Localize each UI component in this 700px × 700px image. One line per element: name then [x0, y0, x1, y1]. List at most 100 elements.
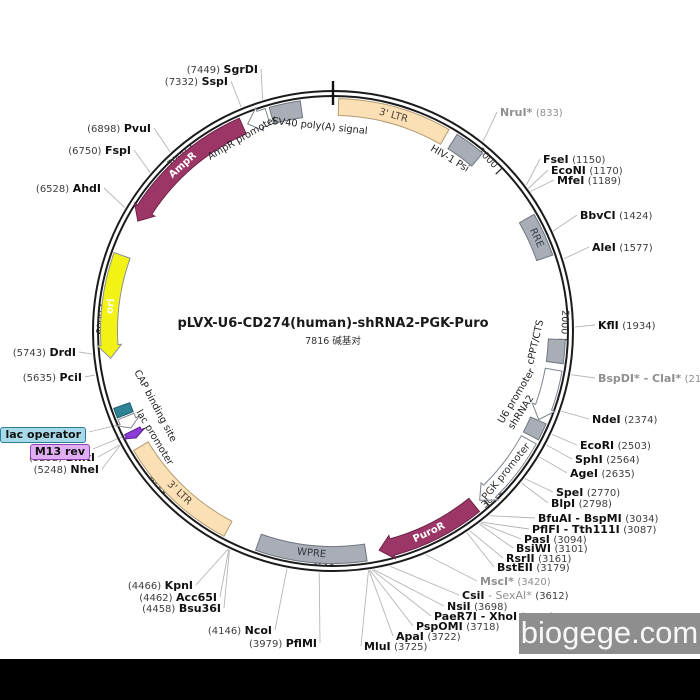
site-label-agei: AgeI (2635) [570, 467, 635, 480]
leader-pvui [153, 127, 171, 153]
leader-csii [389, 565, 460, 596]
feature-ampr [133, 117, 247, 222]
leader-bsu36i [223, 549, 230, 609]
leader-acc65i [219, 549, 230, 598]
leader-sspi [230, 80, 242, 108]
leader-blpi [521, 482, 549, 504]
leader-lac-operator [88, 423, 123, 433]
site-label-bsu36i: (4458) Bsu36I [142, 602, 221, 615]
leader-rsrii [469, 530, 504, 559]
site-label-ncoi: (4146) NcoI [207, 624, 272, 637]
leader-alei [563, 246, 590, 260]
bottom-black-bar [0, 659, 700, 700]
site-label-bsteii: BstEII (3179) [497, 561, 570, 574]
site-label-spei: SpeI (2770) [556, 486, 621, 499]
site-label-bsiwi: BsiWI (3101) [516, 542, 588, 555]
leader-paer7i-xhoi [371, 569, 432, 617]
leader-pspomi [369, 569, 414, 627]
leader-econi [528, 169, 549, 189]
site-label-pflmi: (3979) PflMI [248, 637, 317, 650]
leader-ahdi [103, 187, 126, 208]
leader-drdi [78, 351, 93, 355]
scale-tick-1000 [495, 167, 503, 175]
leader-apai [368, 570, 394, 637]
site-label-lac-operator: lac operator [0, 427, 86, 443]
site-label-sgrdi: (7449) SgrDI [186, 63, 258, 76]
leader-kfli [574, 324, 596, 328]
feature-label-ori: ori [105, 298, 118, 314]
leader-bspdi-clai [570, 374, 596, 379]
watermark: biogege.com [519, 613, 700, 654]
leader-bmti [97, 444, 120, 458]
feature-shrna2 [522, 416, 547, 441]
leader-fspi [133, 149, 151, 173]
plasmid-size: 7816 碱基对 [305, 336, 361, 347]
site-label-fsei: FseI (1150) [543, 153, 606, 166]
leader-sphi [546, 444, 573, 460]
feature-label-pgk-promoter: PGK promoter [480, 441, 533, 503]
leader-pasi [480, 522, 522, 540]
leader-bbvci [553, 214, 578, 232]
site-label-acc65i: (4462) Acc65I [139, 591, 217, 604]
feature-wpre [254, 533, 368, 564]
leader-nrui [482, 111, 498, 142]
site-label-apai: ApaI (3722) [396, 630, 461, 643]
site-label-pflfi-tth111i: PflFI - Tth111I (3087) [532, 523, 657, 536]
site-label-kpni: (4466) KpnI [127, 579, 193, 592]
feature-pgk-promoter [479, 435, 537, 501]
feature-rre [518, 213, 554, 262]
leader-mfei [530, 179, 555, 192]
site-label-pasi: PasI (3094) [524, 533, 587, 546]
site-label-econi: EcoNI (1170) [551, 164, 623, 177]
site-label-ecori: EcoRI (2503) [580, 439, 651, 452]
leader-sgrdi [260, 68, 264, 100]
leader-pcii [84, 374, 96, 378]
feature-hiv1-psi [447, 133, 484, 167]
site-label-alei: AleI (1577) [592, 241, 653, 254]
feature-ampr-promoter [247, 106, 271, 132]
leader-mlui [360, 570, 369, 647]
leader-ndei [561, 410, 590, 420]
site-label-bspdi-clai: BspDI* - ClaI* (2180) [598, 372, 700, 385]
feature-m13-rev-primer [122, 426, 145, 440]
site-label-bfuai-bspmi: BfuAI - BspMI (3034) [538, 512, 659, 525]
leader-nsii [373, 569, 445, 607]
site-label-pvui: (6898) PvuI [87, 122, 151, 135]
site-label-pspomi: PspOMI (3718) [416, 620, 500, 633]
scale-label-2000: 2000 [558, 310, 570, 335]
site-label-nsii: NsiI (3698) [447, 600, 508, 613]
feature-label-sv40-polya: SV40 poly(A) signal [272, 116, 368, 137]
site-label-kfli: KflI (1934) [598, 319, 656, 332]
site-label-nrui: NruI* (833) [500, 106, 563, 119]
site-label-mfei: MfeI (1189) [557, 174, 622, 187]
site-label-nhei: (5248) NheI [33, 463, 99, 476]
site-label-ndei: NdeI (2374) [592, 413, 658, 426]
site-label-csii: CsiI - SexAI* (3612) [462, 589, 569, 602]
leader-pflfi-tth111i [481, 521, 530, 530]
site-label-pcii: (5635) PciI [22, 371, 82, 384]
leader-bfuai-bspmi [489, 515, 536, 519]
site-label-drdi: (5743) DrdI [12, 346, 76, 359]
feature-label-wpre: WPRE [297, 547, 327, 561]
feature-ltr3-bottom [132, 441, 233, 538]
feature-cppt-cts [545, 338, 566, 365]
site-label-m13-rev: M13 rev [29, 444, 90, 460]
leader-pflmi [318, 572, 321, 644]
site-label-bbvci: BbvCI (1424) [580, 209, 653, 222]
feature-cap-binding-site [113, 402, 134, 419]
leader-ecori [551, 433, 578, 446]
plasmid-title: pLVX-U6-CD274(human)-shRNA2-PGK-Puro [177, 316, 489, 331]
site-label-ahdi: (6528) AhdI [35, 182, 101, 195]
leader-agei [539, 456, 568, 474]
leader-fsei [525, 158, 541, 186]
feature-ltr3-top [337, 98, 450, 145]
leader-nhei [101, 445, 121, 470]
site-label-fspi: (6750) FspI [68, 144, 131, 157]
site-label-sphi: SphI (2564) [575, 453, 640, 466]
feature-ori [96, 251, 131, 360]
feature-puror [378, 497, 481, 560]
site-label-mlui: MluI (3725) [364, 640, 428, 653]
site-label-rsrii: RsrII (3161) [506, 552, 572, 565]
